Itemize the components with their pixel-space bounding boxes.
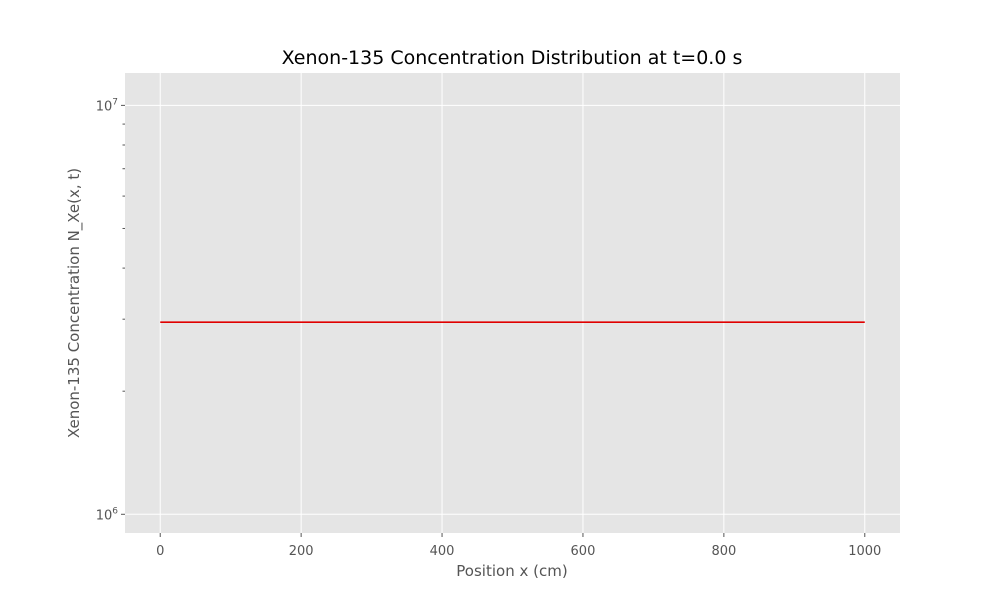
grid	[125, 73, 900, 533]
x-tick-label: 600	[571, 544, 596, 559]
chart-title: Xenon-135 Concentration Distribution at …	[282, 47, 743, 69]
x-tick-label: 200	[289, 544, 314, 559]
y-tick-label: 106	[96, 506, 119, 523]
x-axis-label: Position x (cm)	[456, 562, 567, 580]
x-tick-label: 0	[156, 544, 164, 559]
x-tick-label: 1000	[848, 544, 881, 559]
x-tick-label: 800	[711, 544, 736, 559]
y-tick-label: 107	[96, 97, 118, 114]
plot-area	[125, 73, 900, 533]
y-axis-label: Xenon-135 Concentration N_Xe(x, t)	[65, 168, 84, 438]
axis-ticks: 0 200 400 600 800 1000 106 107	[96, 97, 882, 559]
x-tick-label: 400	[430, 544, 455, 559]
